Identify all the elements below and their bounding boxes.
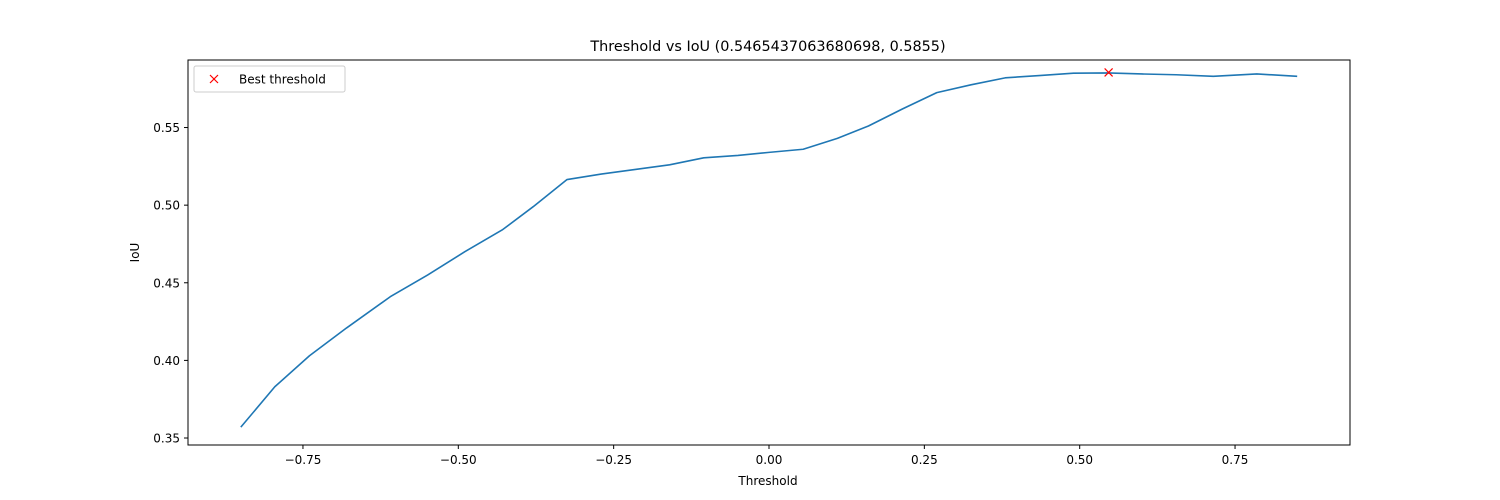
legend-x-glyph [209,74,219,84]
y-tick-label: 0.35 [153,432,180,446]
chart-title: Threshold vs IoU (0.5465437063680698, 0.… [589,39,945,55]
x-tick-label: 0.50 [1066,453,1093,467]
x-tick-label: −0.75 [285,453,322,467]
x-tick-label: 0.25 [911,453,938,467]
y-axis: 0.35 0.40 0.45 0.50 0.55 [153,121,188,446]
plot-frame [187,59,1351,446]
iou-series-line [240,72,1298,428]
x-tick-label: 0.75 [1222,453,1249,467]
y-tick-label: 0.45 [153,276,180,290]
x-tick-label: 0.00 [756,453,783,467]
y-tick-label: 0.40 [153,354,180,368]
legend: Best threshold [193,65,346,93]
legend-marker-x-icon [209,74,219,84]
y-tick-label: 0.50 [153,199,180,213]
x-tick-label: −0.50 [440,453,477,467]
y-axis-label: IoU [128,243,142,263]
plot-area [240,67,1298,428]
x-tick-label: −0.25 [595,453,632,467]
best-threshold-point [1104,67,1114,77]
legend-label-best-threshold: Best threshold [239,73,326,87]
x-axis: −0.75 −0.50 −0.25 0.00 0.25 0.50 0.75 [285,445,1249,467]
y-tick-label: 0.55 [153,121,180,135]
x-axis-label: Threshold [737,474,797,488]
legend-box [193,65,346,93]
